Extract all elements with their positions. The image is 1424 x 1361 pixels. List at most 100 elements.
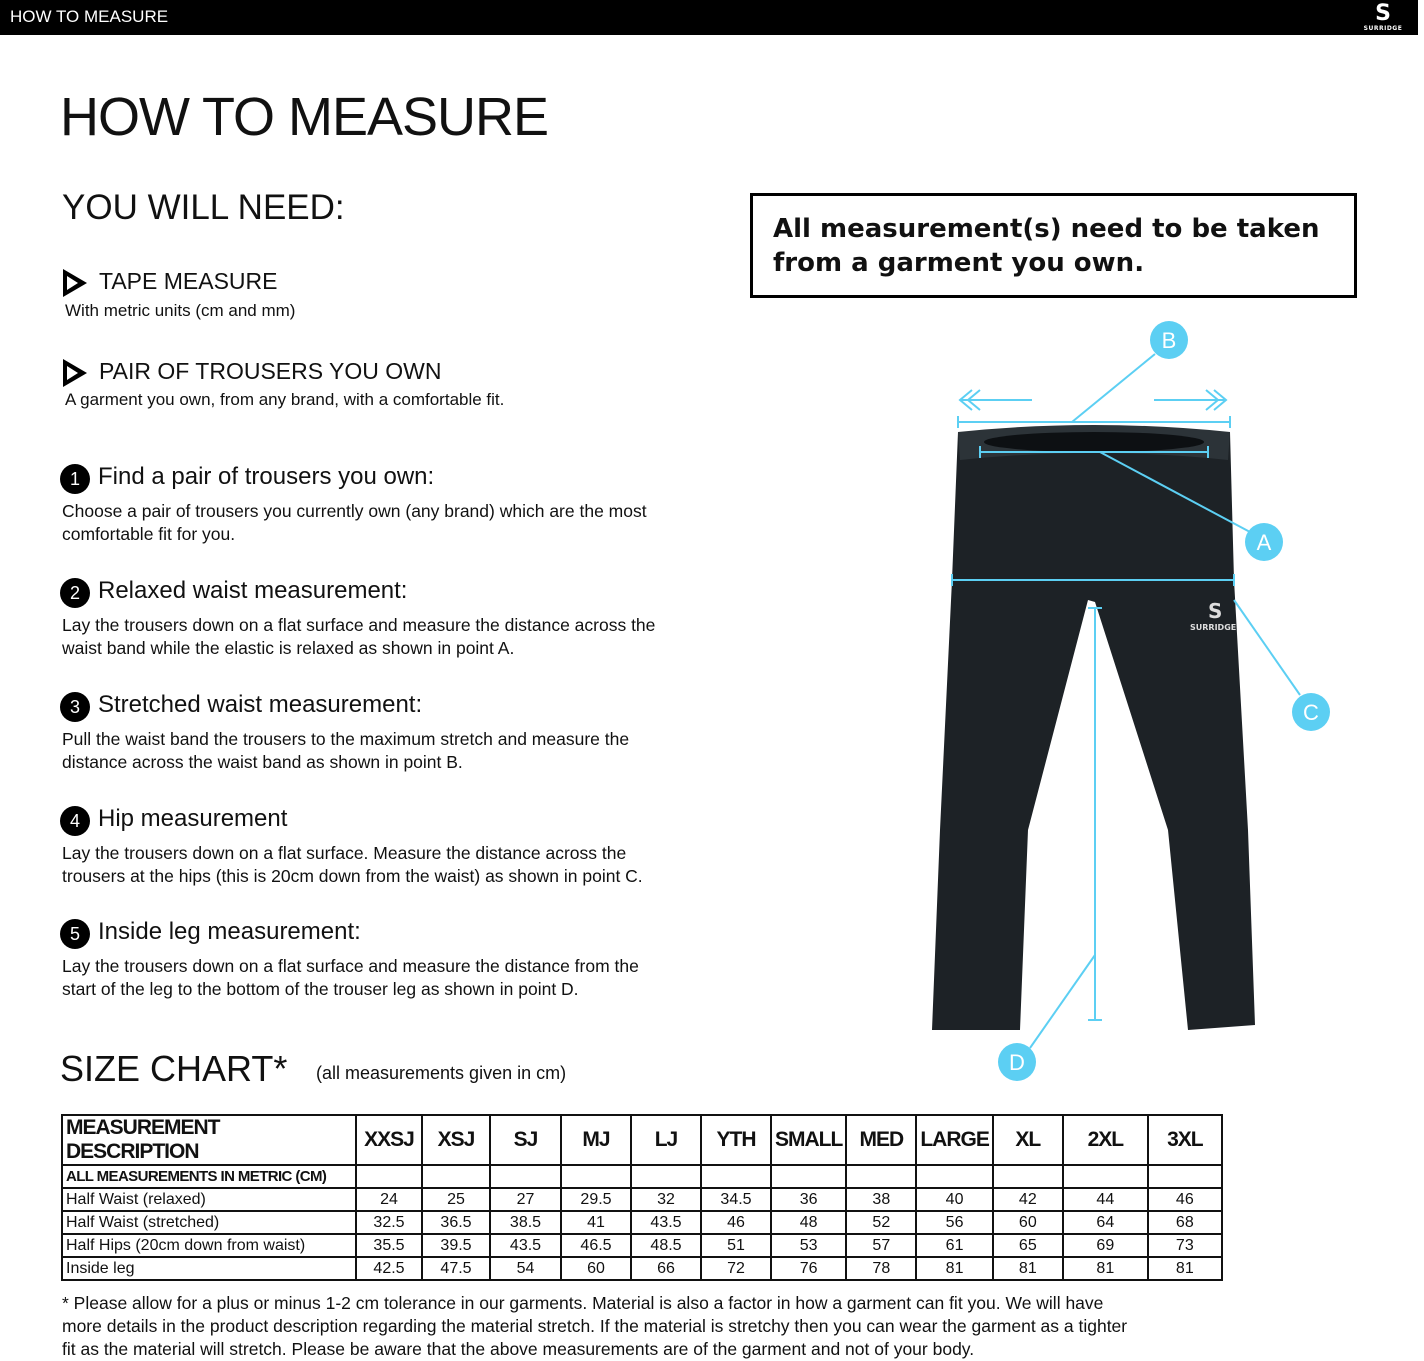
need-item-title: PAIR OF TROUSERS YOU OWN <box>99 358 442 384</box>
table-cell: 43.5 <box>489 1233 562 1258</box>
table-cell: LJ <box>630 1114 702 1166</box>
table-cell: 60 <box>991 1210 1064 1235</box>
table-cell <box>421 1164 491 1189</box>
surridge-logo: S SURRIDGE <box>1363 1 1403 33</box>
table-cell: 81 <box>1146 1256 1223 1281</box>
table-cell: 61 <box>915 1233 994 1258</box>
trousers-diagram: SURRIDGE S B A C D <box>932 321 1330 1081</box>
size-chart-title: SIZE CHART* <box>60 1048 288 1089</box>
table-cell: XSJ <box>421 1114 491 1166</box>
trousers-illustration: SURRIDGE S <box>932 425 1255 1030</box>
step-number-badge: 1 <box>60 464 90 494</box>
step-body: Lay the trousers down on a flat surface … <box>62 956 639 999</box>
table-cell <box>1061 1164 1149 1189</box>
table-cell: 38.5 <box>489 1210 562 1235</box>
step-number-badge: 5 <box>60 919 90 949</box>
play-arrow-icon <box>63 359 87 387</box>
table-cell: 46 <box>700 1210 772 1235</box>
table-cell: 78 <box>845 1256 918 1281</box>
table-cell: 35.5 <box>355 1233 423 1258</box>
table-cell <box>700 1164 772 1189</box>
table-cell: 72 <box>700 1256 772 1281</box>
table-cell: 56 <box>915 1210 994 1235</box>
table-cell: 36 <box>769 1187 848 1212</box>
table-cell: 76 <box>769 1256 848 1281</box>
table-cell: 2XL <box>1061 1114 1149 1166</box>
table-cell: SMALL <box>769 1114 848 1166</box>
step-number-badge: 2 <box>60 578 90 608</box>
step-body: Choose a pair of trousers you currently … <box>62 501 647 544</box>
table-cell: 46 <box>1146 1187 1223 1212</box>
table-cell: 68 <box>1146 1210 1223 1235</box>
label-d: D <box>1009 1050 1025 1075</box>
table-cell: Inside leg <box>61 1256 357 1281</box>
step-body: Pull the waist band the trousers to the … <box>62 729 630 772</box>
table-cell: Half Waist (stretched) <box>61 1210 357 1235</box>
size-chart-note: (all measurements given in cm) <box>316 1063 567 1083</box>
table-row: Inside leg 42.5 47.5 54 60 66 72 76 78 81 81 81 81 <box>61 1256 1223 1281</box>
step-body: Lay the trousers down on a flat surface … <box>62 615 656 658</box>
table-row: Half Waist (relaxed) 24 25 27 29.5 32 34.5 36 38… <box>61 1187 1223 1212</box>
table-row: ALL MEASUREMENTS IN METRIC (CM) <box>61 1164 1223 1189</box>
table-cell <box>991 1164 1064 1189</box>
table-cell <box>489 1164 562 1189</box>
table-cell: 43.5 <box>630 1210 702 1235</box>
table-cell: 73 <box>1146 1233 1223 1258</box>
table-cell <box>1146 1164 1223 1189</box>
table-cell: 41 <box>560 1210 632 1235</box>
need-item-desc: With metric units (cm and mm) <box>65 301 296 320</box>
table-cell: 24 <box>355 1187 423 1212</box>
table-cell: 27 <box>489 1187 562 1212</box>
table-cell: 34.5 <box>700 1187 772 1212</box>
table-cell: 81 <box>1061 1256 1149 1281</box>
table-cell: 81 <box>991 1256 1064 1281</box>
table-cell <box>355 1164 423 1189</box>
step-number-badge: 3 <box>60 692 90 722</box>
table-cell: MEASUREMENT DESCRIPTION <box>61 1114 357 1166</box>
need-item-title: TAPE MEASURE <box>99 268 278 294</box>
table-cell: Half Hips (20cm down from waist) <box>61 1233 357 1258</box>
table-cell: 36.5 <box>421 1210 491 1235</box>
table-cell: 48.5 <box>630 1233 702 1258</box>
table-cell: 57 <box>845 1233 918 1258</box>
table-cell: 39.5 <box>421 1233 491 1258</box>
table-cell: LARGE <box>915 1114 994 1166</box>
table-cell: 42 <box>991 1187 1064 1212</box>
table-cell <box>769 1164 848 1189</box>
table-cell: 3XL <box>1146 1114 1223 1166</box>
step-title: Stretched waist measurement: <box>98 691 423 718</box>
table-cell: XL <box>991 1114 1064 1166</box>
top-bar-title: HOW TO MEASURE <box>10 7 169 26</box>
table-cell: 32 <box>630 1187 702 1212</box>
table-cell: MED <box>845 1114 918 1166</box>
step-body: Lay the trousers down on a flat surface.… <box>62 843 643 886</box>
step-number-badge: 4 <box>60 806 90 836</box>
table-cell: 81 <box>915 1256 994 1281</box>
need-item-desc: A garment you own, from any brand, with … <box>65 390 505 409</box>
table-cell: 65 <box>991 1233 1064 1258</box>
table-cell: Half Waist (relaxed) <box>61 1187 357 1212</box>
label-b: B <box>1162 328 1177 353</box>
page-title: HOW TO MEASURE <box>60 87 549 147</box>
table-row: Half Hips (20cm down from waist) 35.5 39.5… <box>61 1233 1223 1258</box>
table-cell: MJ <box>560 1114 632 1166</box>
table-row: Half Waist (stretched) 32.5 36.5 38.5 41 43.5… <box>61 1210 1223 1235</box>
size-chart-table: MEASUREMENT DESCRIPTION XXSJ XSJ SJ MJ LJ YTH S… <box>61 1114 1223 1281</box>
table-row: MEASUREMENT DESCRIPTION XXSJ XSJ SJ MJ LJ YTH S… <box>61 1114 1223 1166</box>
table-cell: 44 <box>1061 1187 1149 1212</box>
table-cell: 42.5 <box>355 1256 423 1281</box>
top-bar: HOW TO MEASURE S SURRIDGE <box>0 0 1418 35</box>
table-cell: 38 <box>845 1187 918 1212</box>
garment-logo-text: SURRIDGE <box>1190 623 1236 632</box>
step-title: Hip measurement <box>98 805 288 832</box>
label-c: C <box>1303 700 1319 725</box>
table-cell: SJ <box>489 1114 562 1166</box>
step-title: Inside leg measurement: <box>98 918 361 945</box>
table-cell: 25 <box>421 1187 491 1212</box>
step-title: Find a pair of trousers you own: <box>98 463 435 490</box>
table-cell: 32.5 <box>355 1210 423 1235</box>
table-cell: 51 <box>700 1233 772 1258</box>
table-cell: 64 <box>1061 1210 1149 1235</box>
table-subheader: ALL MEASUREMENTS IN METRIC (CM) <box>61 1164 357 1189</box>
table-cell: YTH <box>700 1114 772 1166</box>
